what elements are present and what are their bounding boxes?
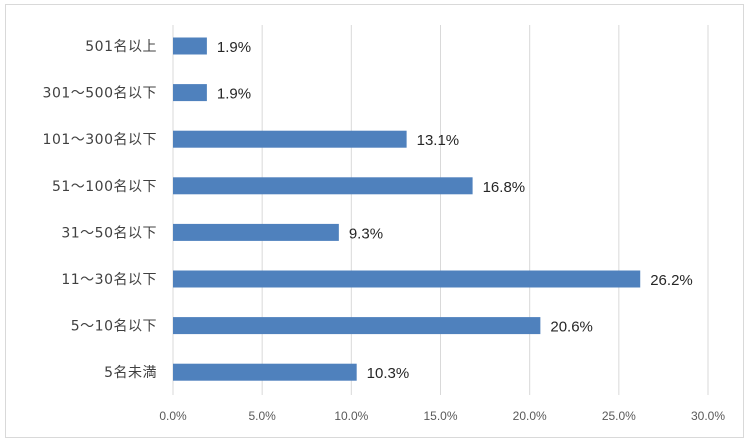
category-label: 5～10名以下 bbox=[71, 319, 157, 335]
x-tick-label: 30.0% bbox=[691, 409, 725, 423]
bar bbox=[173, 130, 407, 148]
data-label: 20.6% bbox=[550, 319, 593, 336]
category-label: 51～100名以下 bbox=[52, 179, 157, 195]
category-label: 11～30名以下 bbox=[61, 272, 157, 288]
data-label: 9.3% bbox=[349, 225, 383, 242]
x-tick-label: 20.0% bbox=[513, 409, 547, 423]
data-label: 1.9% bbox=[217, 39, 251, 56]
data-label: 10.3% bbox=[367, 365, 410, 382]
bar bbox=[173, 84, 207, 102]
chart-frame bbox=[5, 4, 744, 438]
x-tick-label: 25.0% bbox=[602, 409, 636, 423]
bar bbox=[173, 363, 357, 381]
bar bbox=[173, 37, 207, 55]
bar bbox=[173, 177, 473, 195]
x-tick-label: 15.0% bbox=[423, 409, 457, 423]
category-label: 501名以上 bbox=[85, 39, 157, 55]
data-label: 1.9% bbox=[217, 86, 251, 103]
data-label: 26.2% bbox=[650, 272, 693, 289]
x-tick-label: 10.0% bbox=[334, 409, 368, 423]
data-label: 13.1% bbox=[417, 132, 460, 149]
category-label: 101～300名以下 bbox=[43, 132, 157, 148]
category-label: 31～50名以下 bbox=[61, 225, 157, 241]
bar bbox=[173, 317, 541, 335]
x-tick-label: 5.0% bbox=[248, 409, 276, 423]
category-label: 5名未満 bbox=[104, 365, 157, 381]
bar bbox=[173, 223, 339, 241]
category-label: 301～500名以下 bbox=[43, 86, 157, 102]
x-tick-label: 0.0% bbox=[159, 409, 187, 423]
data-label: 16.8% bbox=[483, 179, 526, 196]
bar bbox=[173, 270, 641, 288]
